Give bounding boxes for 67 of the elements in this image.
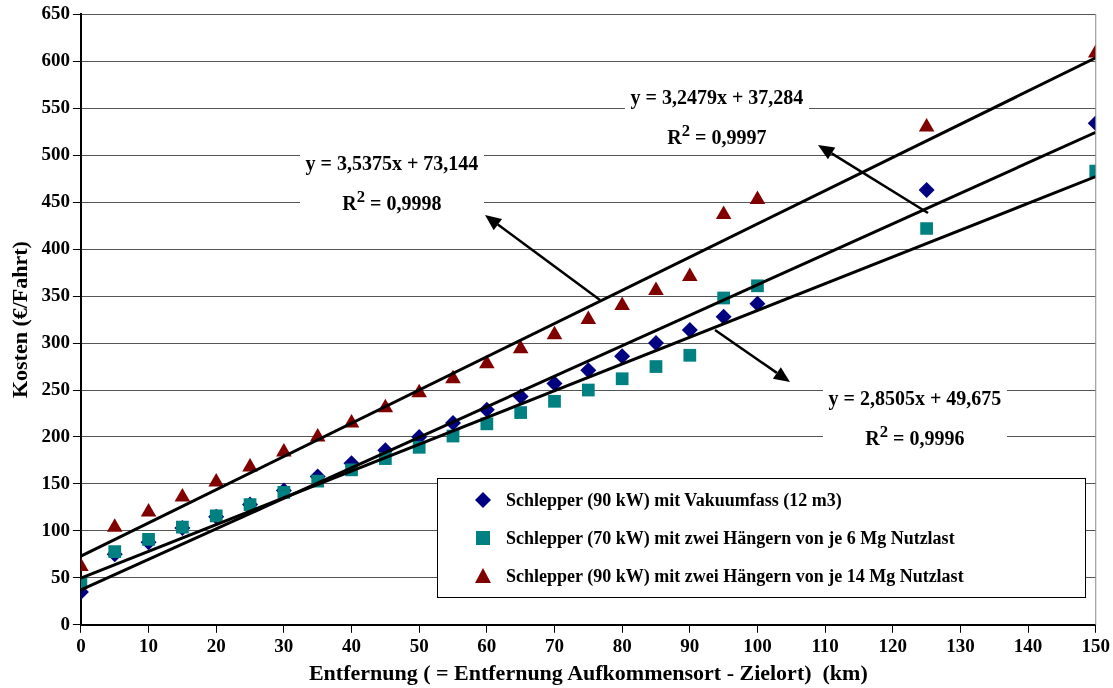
point [648,281,664,295]
x-tick-label: 150 [1081,635,1110,657]
point [581,383,595,397]
y-tick-label: 550 [41,96,70,118]
x-tick-label: 40 [342,635,362,657]
point [647,335,664,352]
point [683,348,697,362]
legend-label: Schlepper (90 kW) mit Vakuumfass (12 m3) [506,489,842,511]
point [715,308,732,325]
y-tick-label: 650 [41,2,70,24]
y-tick-label: 150 [41,471,70,493]
x-tick-label: 110 [811,635,839,657]
point [514,406,528,419]
x-tick-label: 80 [612,635,632,657]
point [140,503,157,517]
legend-label: Schlepper (70 kW) mit zwei Hängern von je 6 Mg Nutzlast [506,527,955,549]
annotation: y = 3,5375x + 73,144 R$^{2}$ = 0,9998 [299,146,485,220]
x-tick-label: 60 [477,635,497,657]
y-tick-label: 250 [41,377,70,399]
y-tick-label: 400 [41,237,70,259]
point [106,518,123,532]
point [512,339,529,354]
x-tick-label: 120 [878,635,908,657]
y-tick-label: 50 [50,565,70,587]
point [918,182,935,199]
point [174,488,191,502]
point [920,222,933,235]
x-tick-label: 50 [409,635,429,657]
legend-label: Schlepper (90 kW) mit zwei Hängern von je 14 Mg Nutzlast [506,565,964,587]
y-tick-label: 450 [41,190,70,212]
y-tick-label: 500 [41,143,70,165]
x-tick-label: 20 [206,635,226,657]
point [208,473,225,487]
point [681,321,698,338]
annotation: y = 3,2479x + 37,284 R$^{2}$ = 0,9997 [624,80,810,154]
x-tick-label: 100 [743,635,772,657]
y-tick-label: 300 [41,330,70,352]
point [548,394,561,408]
y-tick-label: 600 [41,49,70,71]
x-tick-label: 70 [545,635,564,657]
point [615,372,629,386]
y-tick-label: 350 [41,284,70,306]
point [580,362,597,379]
point [749,190,766,204]
point [580,310,597,325]
point [614,348,631,365]
point [918,118,935,132]
y-tick-label: 200 [41,424,70,446]
x-tick-label: 130 [946,635,975,657]
x-tick-label: 140 [1013,635,1043,657]
y-axis-title: Kosten (€/Fahrt) [6,241,32,399]
x-tick-label: 0 [76,635,86,657]
x-axis-title: Entfernung ( = Entfernung Aufkommensort - Zielort) (km) [308,660,868,686]
x-tick-label: 30 [274,635,294,657]
point [546,325,563,340]
x-tick-label: 10 [139,635,159,657]
point [108,545,122,558]
y-tick-label: 0 [60,612,70,634]
point [142,532,155,546]
x-tick-label: 90 [680,635,700,657]
annotation: y = 2,8505x + 49,675 R$^{2}$ = 0,9996 [822,381,1008,455]
point [649,360,663,373]
point [715,205,732,219]
point [614,296,630,311]
y-tick-label: 100 [41,518,70,540]
point [682,267,698,281]
point [749,295,766,312]
